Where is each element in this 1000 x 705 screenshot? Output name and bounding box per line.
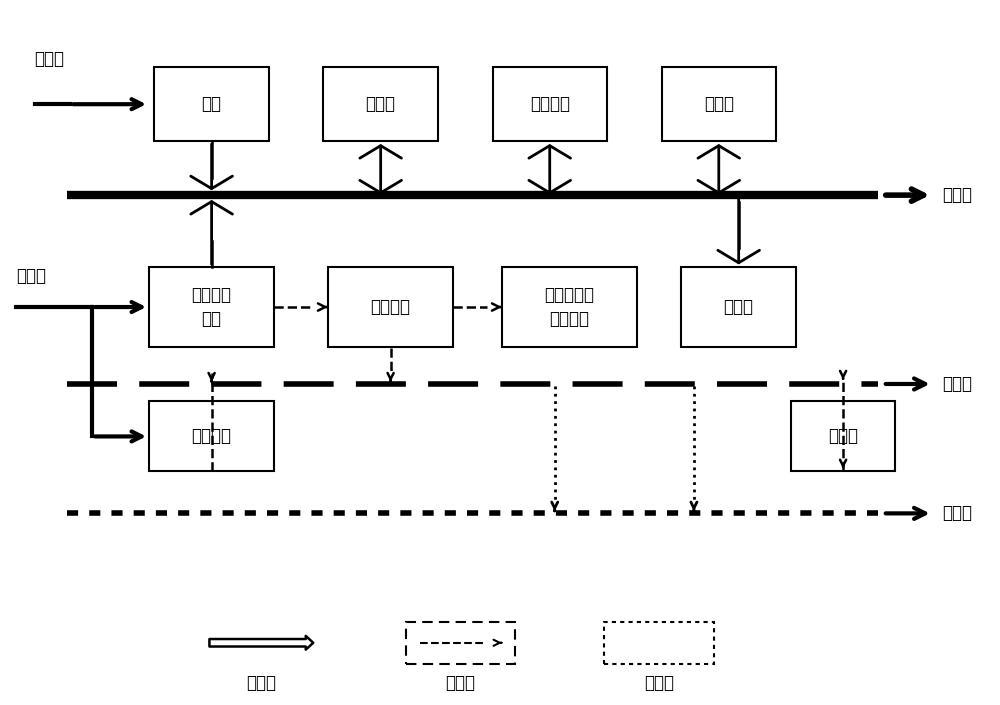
Bar bbox=[149, 401, 274, 472]
Text: 电功率: 电功率 bbox=[246, 675, 276, 692]
Bar bbox=[502, 266, 637, 348]
Text: 大电网: 大电网 bbox=[704, 95, 734, 114]
Text: 热负荷: 热负荷 bbox=[943, 375, 973, 393]
Text: 氢气储能: 氢气储能 bbox=[530, 95, 570, 114]
Text: 电制冷: 电制冷 bbox=[724, 298, 754, 316]
Bar bbox=[149, 266, 274, 348]
Text: 冷负荷: 冷负荷 bbox=[943, 504, 973, 522]
Text: 热功率: 热功率 bbox=[445, 675, 475, 692]
Bar bbox=[681, 266, 796, 348]
Text: 电负荷: 电负荷 bbox=[943, 186, 973, 204]
Text: 燃气锅炉: 燃气锅炉 bbox=[192, 427, 232, 446]
Bar bbox=[791, 401, 895, 472]
Text: 余热锅炉: 余热锅炉 bbox=[371, 298, 411, 316]
Text: 太阳能: 太阳能 bbox=[35, 50, 65, 68]
Bar bbox=[154, 68, 269, 141]
Text: 天然气: 天然气 bbox=[16, 266, 46, 285]
Bar bbox=[662, 68, 776, 141]
Text: 冷功率: 冷功率 bbox=[644, 675, 674, 692]
Text: 光伏: 光伏 bbox=[202, 95, 222, 114]
Text: 溴化锂吸收
式制冷机: 溴化锂吸收 式制冷机 bbox=[545, 286, 595, 328]
Bar bbox=[323, 68, 438, 141]
Text: 微型燃气
轮机: 微型燃气 轮机 bbox=[192, 286, 232, 328]
Bar bbox=[328, 266, 453, 348]
Bar bbox=[493, 68, 607, 141]
Text: 蓄电池: 蓄电池 bbox=[366, 95, 396, 114]
Text: 蓄热槽: 蓄热槽 bbox=[828, 427, 858, 446]
Bar bbox=[604, 622, 714, 663]
Bar bbox=[406, 622, 515, 663]
